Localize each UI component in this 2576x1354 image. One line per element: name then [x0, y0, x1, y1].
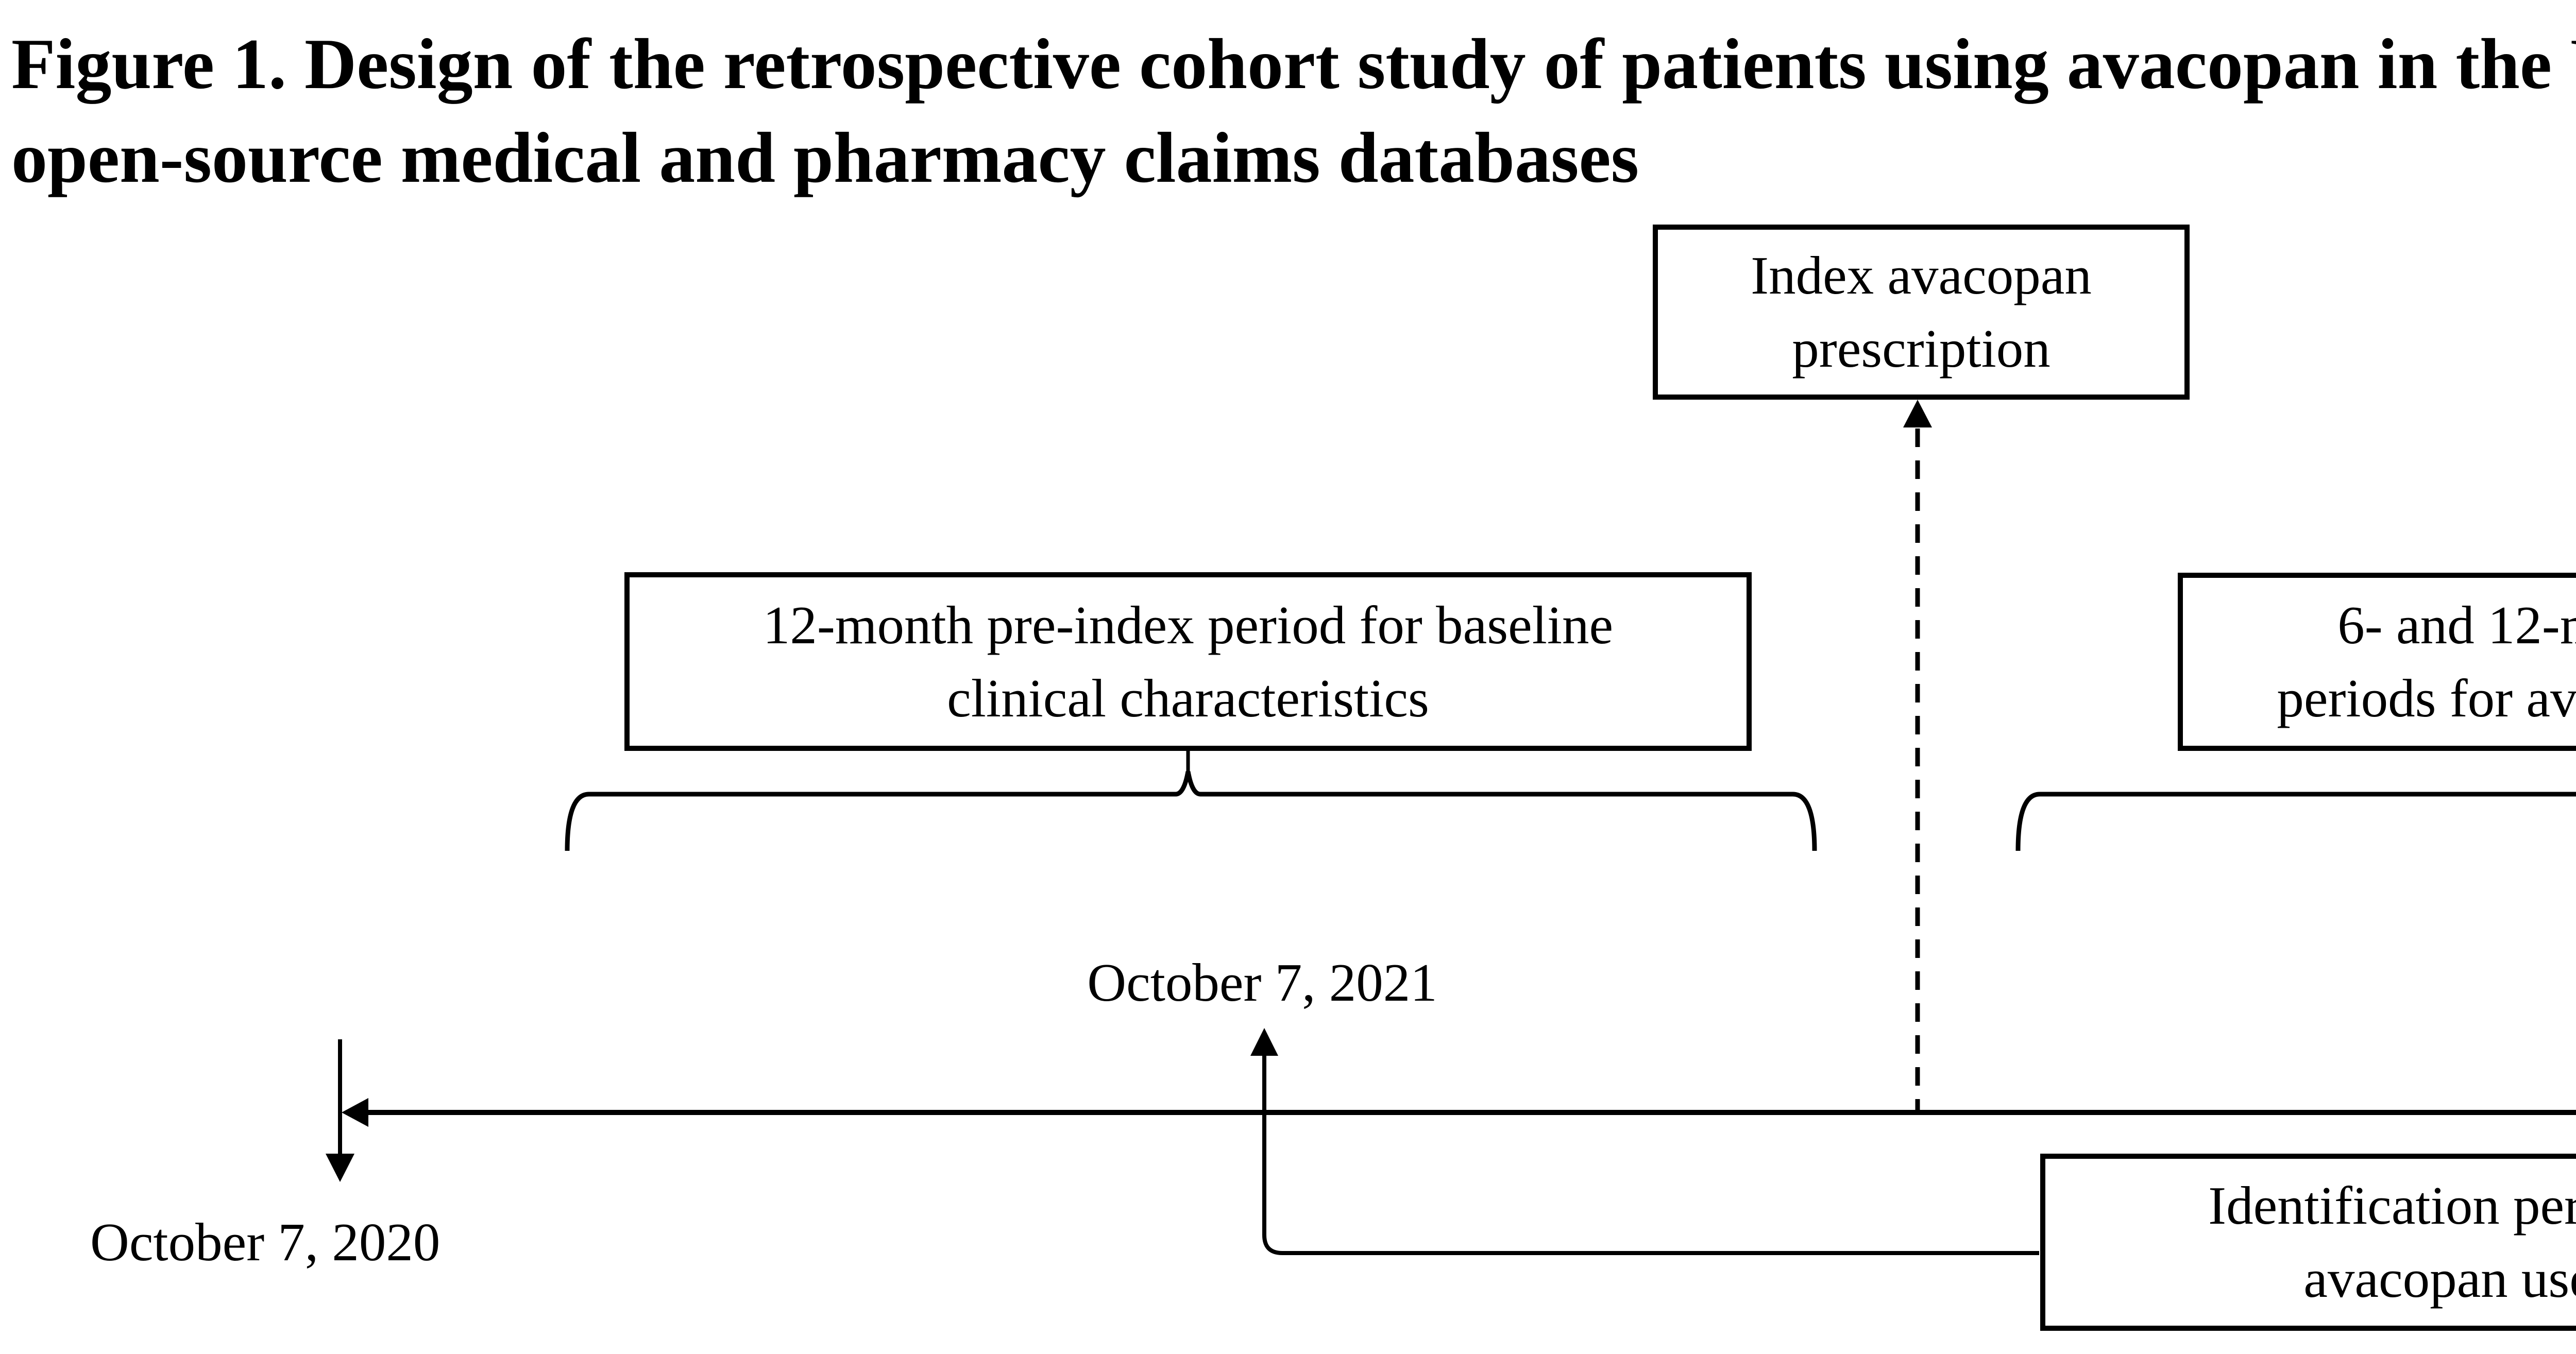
box-identification-line-2: avacopan users — [2303, 1248, 2576, 1309]
box-identification-line-1: Identification period for — [2208, 1175, 2576, 1236]
study-start-down-arrowhead-icon — [326, 1154, 354, 1182]
box-identification-period: Identification period for avacopan users — [2040, 1154, 2576, 1331]
figure-title-line-2: open-source medical and pharmacy claims … — [11, 118, 1639, 198]
label-identification-start-date: October 7, 2021 — [1087, 952, 1437, 1013]
identification-bracket-left — [1262, 1055, 2039, 1255]
label-study-start-date: October 7, 2020 — [90, 1212, 440, 1272]
pre-index-brace-icon — [565, 771, 1817, 851]
post-index-brace-icon — [2015, 792, 2576, 851]
box-pre-index-line-1: 12-month pre-index period for baseline — [762, 594, 1614, 655]
box-pre-index-line-2: clinical characteristics — [947, 667, 1429, 728]
box-index-prescription-line-2: prescription — [1792, 318, 2050, 379]
identification-start-up-arrowhead-icon — [1250, 1028, 1278, 1056]
box-index-prescription-line-1: Index avacopan — [1751, 245, 2092, 305]
timeline-left-arrowhead-icon — [342, 1098, 368, 1127]
box-post-index-period: 6- and 12-month post-index periods for a… — [2178, 573, 2576, 751]
figure-title-line-1: Figure 1. Design of the retrospective co… — [11, 24, 2576, 104]
box-post-index-line-1: 6- and 12-month post-index — [2337, 595, 2576, 655]
box-pre-index-period: 12-month pre-index period for baseline c… — [624, 572, 1752, 751]
box-post-index-line-2: periods for avacopan use patterns — [2277, 668, 2576, 728]
box-index-prescription: Index avacopan prescription — [1653, 225, 2190, 400]
figure-title: Figure 1. Design of the retrospective co… — [11, 18, 2576, 205]
index-date-up-arrowhead-icon — [1903, 400, 1932, 427]
